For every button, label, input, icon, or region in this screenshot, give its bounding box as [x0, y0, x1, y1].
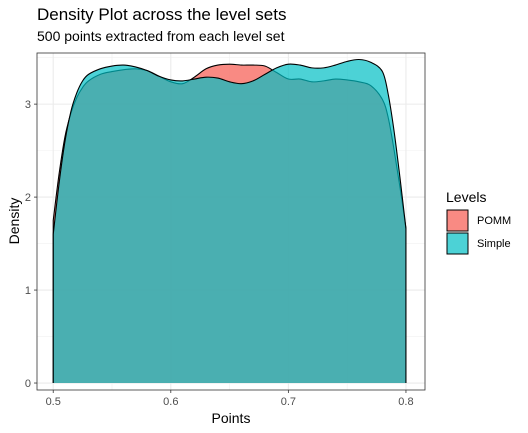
density-area-simple: [53, 59, 406, 384]
x-axis-title: Points: [212, 410, 251, 426]
legend-label-simple: Simple: [477, 238, 511, 250]
x-tick-label: 0.7: [281, 396, 296, 408]
y-tick-label: 0: [25, 378, 31, 390]
chart-title: Density Plot across the level sets: [37, 5, 287, 24]
legend-key-pomm: [446, 209, 469, 232]
legend: Levels POMM Simple: [446, 189, 511, 255]
legend-title: Levels: [446, 189, 486, 205]
y-tick-label: 2: [25, 192, 31, 204]
legend-label-pomm: POMM: [477, 215, 511, 227]
y-axis-title: Density: [6, 198, 22, 245]
y-tick-label: 1: [25, 285, 31, 297]
x-tick-label: 0.6: [163, 396, 178, 408]
x-tick-label: 0.5: [46, 396, 61, 408]
x-tick-label: 0.8: [398, 396, 413, 408]
chart-subtitle: 500 points extracted from each level set: [37, 28, 285, 44]
density-outline-simple: [52, 58, 407, 384]
legend-key-simple: [446, 232, 469, 255]
density-areas: [52, 58, 407, 384]
y-tick-label: 3: [25, 99, 31, 111]
axis-ticks: 0.5 0.6 0.7 0.8 0 1 2 3: [25, 99, 414, 408]
plot-panel-border: [36, 52, 426, 391]
